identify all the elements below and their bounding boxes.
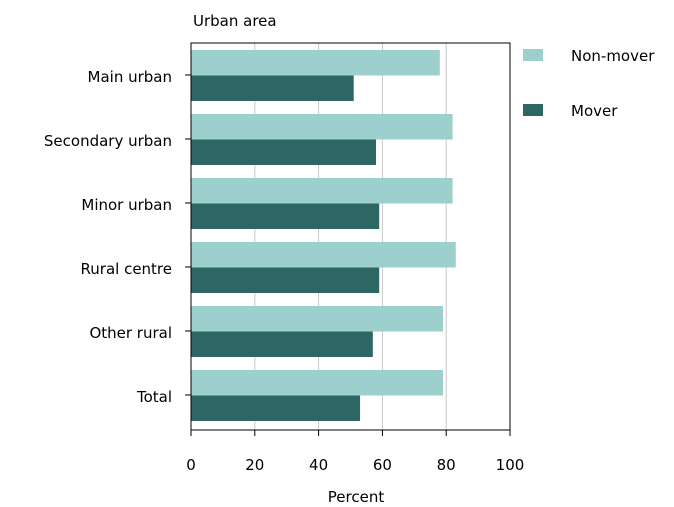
bar-mover-5: [191, 395, 361, 421]
x-tick-label: 60: [373, 456, 392, 474]
bar-mover-0: [191, 75, 354, 101]
x-tick-label: 40: [309, 456, 328, 474]
category-label: Total: [136, 388, 172, 406]
plot-frame: [185, 42, 511, 431]
bar-non-mover-1: [191, 114, 453, 140]
bar-mover-2: [191, 203, 380, 229]
bar-mover-3: [191, 267, 380, 293]
bars: [191, 50, 456, 421]
x-axis-label: Percent: [328, 488, 385, 506]
legend-label: Mover: [571, 102, 618, 120]
category-label: Main urban: [88, 68, 172, 86]
bar-non-mover-4: [191, 306, 444, 332]
x-tick-label: 0: [186, 456, 196, 474]
category-labels: Main urban Secondary urban Minor urban Rura…: [44, 68, 172, 406]
x-tick-label: 80: [437, 456, 456, 474]
x-tick-labels: 0 20 40 60 80 100: [186, 456, 524, 474]
chart-title: Urban area: [193, 12, 277, 30]
legend: Non-mover Mover: [523, 47, 655, 120]
plot-area-border: [190, 42, 511, 431]
category-label: Other rural: [89, 324, 172, 342]
bar-non-mover-0: [191, 50, 440, 76]
category-label: Rural centre: [81, 260, 172, 278]
category-label: Minor urban: [81, 196, 172, 214]
x-tick-label: 20: [245, 456, 264, 474]
legend-swatch: [523, 104, 543, 116]
legend-swatch: [523, 49, 543, 61]
bar-non-mover-3: [191, 242, 456, 268]
bar-mover-1: [191, 139, 377, 165]
bar-non-mover-5: [191, 370, 444, 396]
legend-label: Non-mover: [571, 47, 655, 65]
bar-mover-4: [191, 331, 373, 357]
bar-non-mover-2: [191, 178, 453, 204]
x-tick-label: 100: [496, 456, 525, 474]
gridlines: [190, 43, 511, 436]
category-label: Secondary urban: [44, 132, 172, 150]
